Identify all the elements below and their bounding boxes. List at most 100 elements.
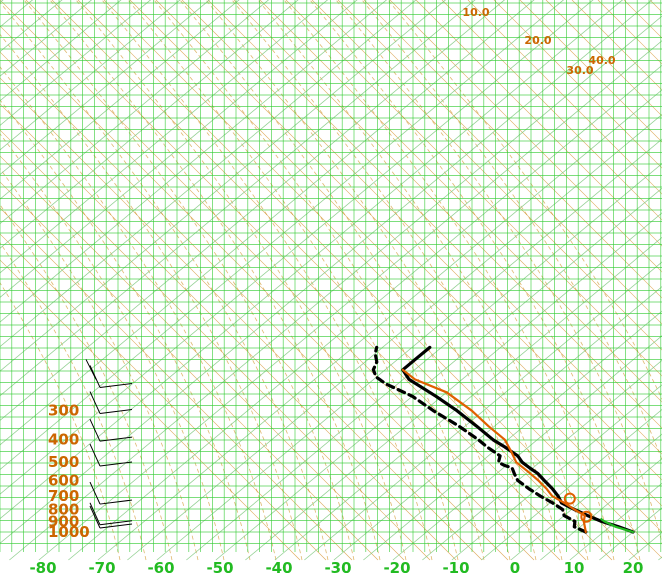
isotherm-line <box>0 0 476 397</box>
wind-barb-flag <box>99 523 133 529</box>
temperature-tick-label: 10 <box>564 559 585 577</box>
dry-adiabat-line <box>129 0 662 533</box>
wind-barb <box>89 502 133 526</box>
moist-adiabat-line <box>179 0 511 561</box>
dry-adiabat-line <box>0 259 301 561</box>
pressure-tick-label: 500 <box>48 453 79 471</box>
wind-barb-staff <box>85 359 97 380</box>
isotherm-line <box>245 212 662 561</box>
wind-barb-flag <box>99 461 133 467</box>
lcl-marker <box>563 492 576 505</box>
temperature-tick-label: -80 <box>29 559 56 577</box>
dry-adiabat-line <box>493 0 662 169</box>
wind-barb <box>89 481 133 505</box>
dry-adiabat-line <box>389 0 662 273</box>
pressure-tick-label: 700 <box>48 487 79 505</box>
isotherm-line <box>0 0 653 544</box>
dewpoint-line <box>371 345 588 534</box>
dry-adiabat-line <box>311 0 662 351</box>
isotherm-line <box>0 0 299 249</box>
isotherm-line <box>68 64 662 561</box>
moist-adiabat-line <box>231 0 563 561</box>
moist-adiabat-line <box>283 0 615 561</box>
moist-adiabat-line <box>153 0 485 561</box>
isotherm-line <box>0 0 388 323</box>
isotherm-line <box>156 138 662 561</box>
moist-adiabat-line <box>335 0 662 545</box>
temperature-tick-label: -50 <box>206 559 233 577</box>
mixing-ratio-label: 30.0 <box>566 64 593 77</box>
isotherm-line <box>0 0 624 520</box>
dry-adiabat-line <box>259 0 662 403</box>
wind-barb-staff <box>89 502 101 526</box>
mixing-ratio-label: 10.0 <box>462 6 489 19</box>
temperature-tick-label: -20 <box>383 559 410 577</box>
moist-adiabat-line <box>309 0 641 561</box>
dry-adiabat-line <box>0 181 379 561</box>
isotherm-line <box>451 384 662 561</box>
wind-barb <box>89 418 133 442</box>
grid-lines <box>0 0 662 552</box>
moist-adiabat-line <box>0 204 173 561</box>
isotherm-line <box>0 0 122 102</box>
mixing-ratio-label: 40.0 <box>588 54 615 67</box>
mixing-ratio-labels: 10.0 20.0 30.040.0 <box>462 6 615 77</box>
isotherm-line <box>599 507 662 561</box>
wind-barbs <box>85 359 133 529</box>
isotherm-line <box>0 0 535 446</box>
dry-adiabat-line <box>233 0 662 429</box>
isotherm-line <box>0 0 211 176</box>
wind-barb <box>89 391 133 415</box>
wind-barb-staff <box>89 481 101 505</box>
isotherm-line <box>658 556 662 561</box>
dry-adiabat-line <box>467 0 662 195</box>
isotherm-line <box>0 0 181 151</box>
moist-adiabat-line <box>23 0 355 561</box>
moist-adiabat-lines <box>0 0 662 561</box>
temperature-tick-label: -60 <box>147 559 174 577</box>
moist-adiabat-line <box>0 242 147 561</box>
wind-barb-flag <box>99 436 133 442</box>
sounding-traces <box>371 345 635 534</box>
wind-barb-staff <box>89 505 101 529</box>
isotherm-line <box>0 0 152 126</box>
wind-barb-flag <box>99 382 133 388</box>
moist-adiabat-line <box>75 0 407 561</box>
temperature-tick-labels: -80 -70 -60 -50 -40 -30 -20 -10 0 10 20 <box>29 559 643 577</box>
moist-adiabat-line <box>49 0 381 561</box>
wind-barb-staff <box>89 391 101 414</box>
moist-adiabat-line <box>0 133 225 561</box>
dry-adiabat-line <box>0 207 353 561</box>
dry-adiabat-line <box>155 0 662 507</box>
wind-barb <box>89 443 133 467</box>
pressure-tick-label: 300 <box>48 402 79 420</box>
dry-adiabat-line <box>441 0 662 221</box>
dry-adiabat-line <box>0 77 483 561</box>
mixing-ratio-label: 20.0 <box>524 34 551 47</box>
isotherm-line <box>0 0 240 200</box>
moist-adiabat-line <box>0 33 303 561</box>
moist-adiabat-line <box>0 66 277 561</box>
pressure-tick-label: 900 <box>48 512 79 530</box>
moist-adiabat-line <box>101 0 433 561</box>
dry-adiabat-line <box>0 103 457 561</box>
moist-adiabat-line <box>361 0 662 462</box>
temperature-tick-label: 0 <box>510 559 520 577</box>
pressure-tick-label: 800 <box>48 501 79 519</box>
isotherm-line <box>481 408 662 561</box>
isotherm-line <box>333 286 662 561</box>
wind-barb <box>85 359 133 388</box>
isotherm-line <box>0 0 447 372</box>
parcel-line <box>401 368 587 534</box>
pressure-tick-label: 600 <box>48 472 79 490</box>
wind-barb <box>89 505 133 529</box>
isotherm-line <box>215 187 662 561</box>
dry-adiabat-line <box>545 0 662 117</box>
dry-adiabat-lines <box>0 0 662 561</box>
dry-adiabat-line <box>285 0 662 377</box>
dry-adiabat-line <box>337 0 662 325</box>
isotherm-line <box>0 0 358 298</box>
moist-adiabat-line <box>0 282 121 561</box>
